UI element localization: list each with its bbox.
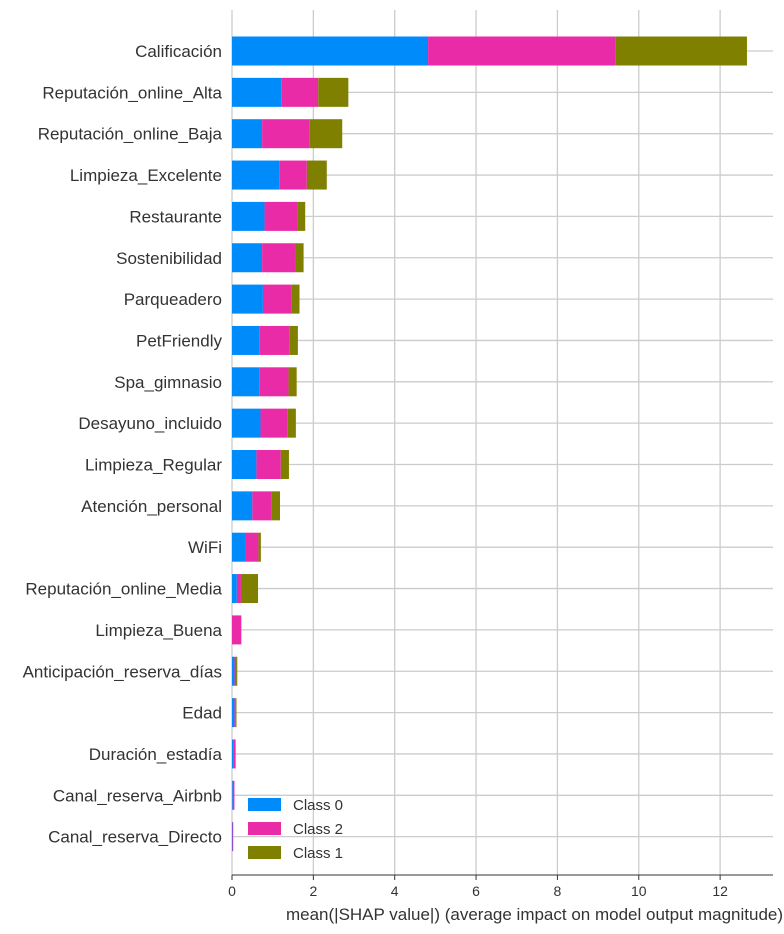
bar-segment <box>232 739 234 769</box>
bar-segment <box>232 325 260 355</box>
x-tick-label: 8 <box>554 883 562 899</box>
bar-segment <box>297 201 306 231</box>
bar-segment <box>232 201 265 231</box>
y-tick-label: Duración_estadía <box>89 745 223 764</box>
y-tick-label: Calificación <box>135 42 222 61</box>
bar-segment <box>232 36 429 66</box>
bar-segment <box>264 201 298 231</box>
y-tick-label: Parqueadero <box>124 290 222 309</box>
y-tick-label: Canal_reserva_Directo <box>48 828 222 847</box>
bar-segment <box>295 243 304 273</box>
x-tick-label: 0 <box>228 883 236 899</box>
bar-segment <box>232 698 235 728</box>
bar-segment <box>232 119 263 149</box>
bar-segment <box>318 77 349 107</box>
bar-segment <box>235 739 236 769</box>
y-tick-label: Limpieza_Regular <box>85 456 222 475</box>
x-tick-label: 12 <box>712 883 728 899</box>
bar-segment <box>259 325 290 355</box>
y-tick-label: Edad <box>182 704 222 723</box>
bar-segment <box>232 450 257 479</box>
bar-segment <box>262 119 310 149</box>
y-axis-labels: Calificación Reputación_online_Alta Reputa… <box>23 42 223 847</box>
bar-segment <box>232 615 242 645</box>
y-tick-label: Reputación_online_Alta <box>42 83 222 102</box>
x-axis-ticks: 0 2 4 6 8 10 12 <box>228 875 728 899</box>
bar-segment <box>232 491 253 521</box>
bar-segment <box>287 408 296 438</box>
x-tick-label: 2 <box>309 883 317 899</box>
legend-swatch <box>248 846 281 859</box>
bar-segment <box>232 243 263 273</box>
bar-segment <box>240 574 259 604</box>
bar-segment <box>235 698 237 728</box>
bar-segment <box>262 284 292 314</box>
bar-segment <box>232 284 263 314</box>
legend-label: Class 2 <box>293 821 343 838</box>
bar-segment <box>234 656 237 686</box>
bar-segment <box>309 119 343 149</box>
y-tick-label: Reputación_online_Baja <box>38 125 223 144</box>
bar-segment <box>236 574 241 604</box>
bar-segment <box>288 367 297 397</box>
y-tick-label: Limpieza_Buena <box>95 621 222 640</box>
bar-segment <box>236 656 238 686</box>
bar-segment <box>281 77 319 107</box>
bar-segment <box>428 36 616 66</box>
gridlines <box>231 10 773 875</box>
x-axis-title: mean(|SHAP value|) (average impact on mo… <box>286 905 783 924</box>
bar-segment <box>252 491 272 521</box>
legend-swatch <box>248 822 281 835</box>
y-tick-label: Atención_personal <box>81 497 222 516</box>
bar-segment <box>258 532 261 562</box>
x-tick-label: 6 <box>472 883 480 899</box>
legend-label: Class 1 <box>293 845 343 862</box>
bar-segment <box>280 450 289 479</box>
bar-segment <box>233 739 236 769</box>
x-tick-label: 4 <box>391 883 399 899</box>
x-tick-label: 10 <box>631 883 647 899</box>
bar-segment <box>232 822 234 852</box>
bar-segment <box>232 160 280 190</box>
y-tick-label: WiFi <box>188 538 222 557</box>
bar-segment <box>291 284 300 314</box>
bar-segment <box>232 408 261 438</box>
y-tick-label: PetFriendly <box>136 331 222 350</box>
legend: Class 0 Class 2 Class 1 <box>248 797 343 862</box>
bar-segment <box>232 780 235 810</box>
bar-segment <box>232 532 246 562</box>
bar-segment <box>232 574 237 604</box>
bar-segment <box>306 160 327 190</box>
bar-segment <box>260 408 288 438</box>
bar-segment <box>232 780 233 810</box>
y-tick-label: Sostenibilidad <box>116 249 222 268</box>
bar-segment <box>245 532 259 562</box>
bar-segment <box>234 698 236 728</box>
bar-segment <box>232 367 260 397</box>
bar-segment <box>256 450 281 479</box>
y-tick-label: Canal_reserva_Airbnb <box>53 786 222 805</box>
y-tick-label: Restaurante <box>129 207 222 226</box>
y-tick-label: Spa_gimnasio <box>114 373 222 392</box>
y-tick-label: Anticipación_reserva_días <box>23 662 222 681</box>
bar-segment <box>232 77 282 107</box>
legend-swatch <box>248 798 281 811</box>
bar-segment <box>259 367 289 397</box>
bar-segment <box>232 822 233 852</box>
legend-label: Class 0 <box>293 797 343 814</box>
bar-segment <box>262 243 296 273</box>
bar-segment <box>615 36 747 66</box>
bar-segment <box>271 491 280 521</box>
y-tick-label: Reputación_online_Media <box>25 580 222 599</box>
y-tick-label: Limpieza_Excelente <box>70 166 222 185</box>
bars <box>232 36 747 852</box>
y-tick-label: Desayuno_incluido <box>78 414 222 433</box>
bar-segment <box>289 325 298 355</box>
bar-segment <box>232 656 235 686</box>
bar-segment <box>279 160 307 190</box>
